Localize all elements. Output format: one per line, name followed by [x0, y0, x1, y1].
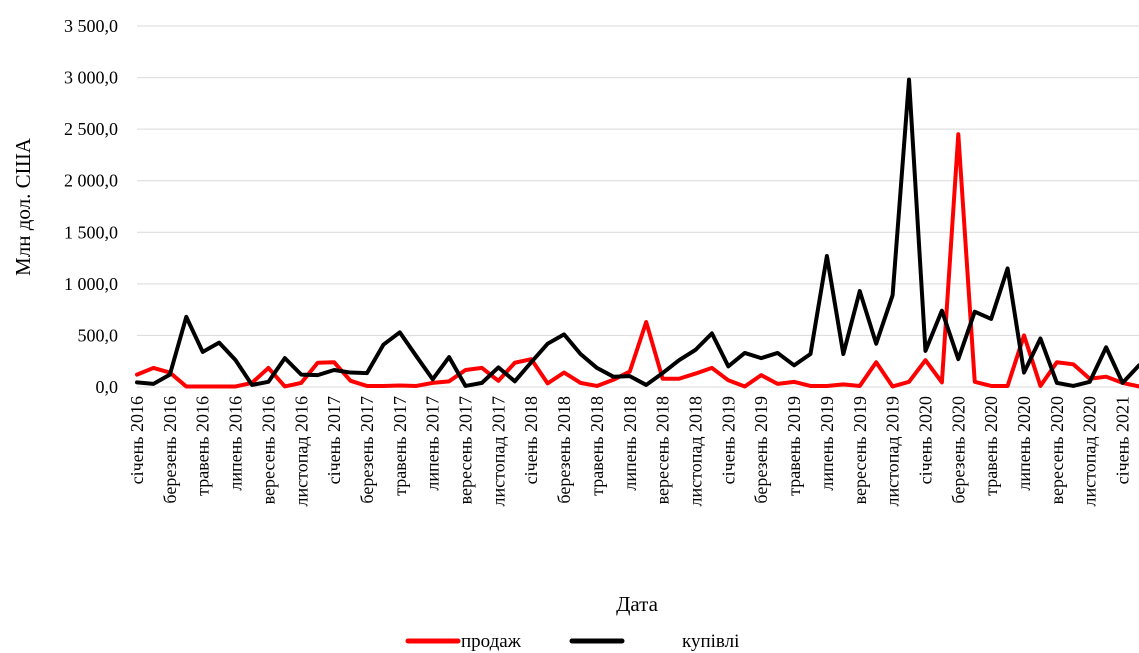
x-tick-label: січень 2016 — [127, 396, 147, 484]
x-tick-label: липень 2020 — [1014, 396, 1034, 491]
x-tick-label: березень 2020 — [948, 396, 968, 504]
x-tick-label: березень 2019 — [751, 396, 771, 504]
x-tick-label: вересень 2017 — [456, 396, 476, 504]
x-tick-label: листопад 2018 — [685, 396, 705, 507]
x-tick-label: липень 2019 — [817, 396, 837, 491]
x-tick-label: вересень 2018 — [653, 396, 673, 504]
x-tick-label: вересень 2019 — [850, 396, 870, 504]
y-tick-label: 1 500,0 — [64, 222, 118, 242]
x-tick-label: січень 2018 — [521, 396, 541, 484]
y-tick-label: 500,0 — [78, 325, 119, 345]
x-tick-label: січень 2021 — [1113, 396, 1133, 484]
x-tick-label: листопад 2017 — [488, 396, 508, 507]
y-tick-label: 1 000,0 — [64, 274, 118, 294]
x-tick-label: травень 2018 — [587, 396, 607, 496]
gridlines — [137, 25, 1139, 388]
x-axis-title: Дата — [616, 592, 659, 616]
x-tick-label: травень 2020 — [981, 396, 1001, 496]
y-axis-title: Млн дол. США — [11, 137, 35, 276]
legend-label-kupivli: купівлі — [682, 631, 739, 652]
y-tick-label: 0,0 — [96, 377, 119, 397]
x-tick-label: січень 2019 — [718, 396, 738, 484]
x-axis-tick-labels: січень 2016 березень 2016 травень 2016 липе… — [127, 396, 1133, 507]
x-tick-label: листопад 2019 — [883, 396, 903, 507]
legend: продаж купівлі — [405, 631, 739, 652]
y-tick-label: 3 000,0 — [64, 68, 118, 88]
x-tick-label: вересень 2016 — [258, 396, 278, 504]
x-tick-label: січень 2020 — [915, 396, 935, 484]
x-tick-label: січень 2017 — [324, 396, 344, 484]
x-tick-label: листопад 2016 — [291, 396, 311, 507]
x-tick-label: липень 2018 — [620, 396, 640, 491]
x-tick-label: березень 2016 — [160, 396, 180, 504]
series-line-prodazh — [135, 132, 1139, 389]
x-tick-label: березень 2018 — [554, 396, 574, 504]
x-tick-label: березень 2017 — [357, 396, 377, 504]
x-tick-label: травень 2017 — [390, 396, 410, 496]
x-tick-label: вересень 2020 — [1047, 396, 1067, 504]
x-tick-label: листопад 2020 — [1080, 396, 1100, 507]
x-tick-label: травень 2016 — [193, 396, 213, 496]
series-lines — [135, 77, 1139, 389]
legend-label-prodazh: продаж — [461, 631, 522, 652]
y-tick-label: 3 500,0 — [64, 16, 118, 36]
x-tick-label: липень 2016 — [226, 396, 246, 491]
x-tick-label: липень 2017 — [423, 396, 443, 491]
y-tick-label: 2 500,0 — [64, 119, 118, 139]
x-tick-label: травень 2019 — [784, 396, 804, 496]
y-tick-label: 2 000,0 — [64, 171, 118, 191]
y-axis-tick-labels: 0,0 500,0 1 000,0 1 500,0 2 000,0 2 500,0 3 00… — [64, 16, 118, 397]
series-line-kupivli — [135, 77, 1139, 388]
